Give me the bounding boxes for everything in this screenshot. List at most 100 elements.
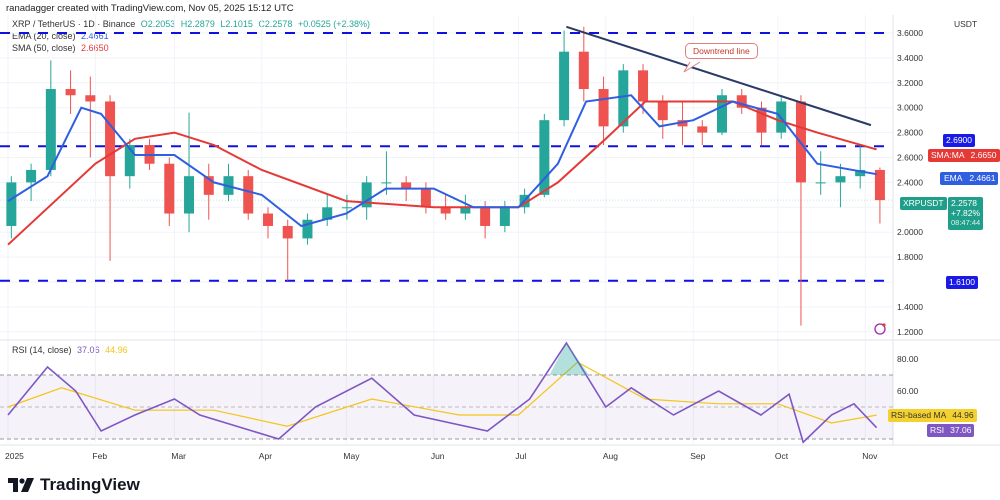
alert-dot-icon [882, 323, 886, 327]
candle-body [499, 207, 510, 226]
time-tick-label: Apr [259, 451, 272, 461]
price-tick-label: 2.8000 [897, 128, 923, 138]
symbol-legend: XRP / TetherUS · 1D · Binance O2.2053 H2… [12, 19, 373, 29]
candle-body [164, 163, 175, 214]
tradingview-logo-icon [8, 478, 34, 492]
price-tick-label: 1.2000 [897, 327, 923, 337]
alert-icon [874, 323, 886, 335]
rsi-ma-tag-name: RSI-based MA [891, 410, 947, 420]
candle-body [855, 169, 866, 177]
ema-legend-label: EMA (20, close) [12, 31, 76, 41]
tradingview-logo[interactable]: TradingView [8, 475, 140, 495]
support-price-tag: 1.6100 [946, 276, 978, 289]
candle-body [717, 95, 727, 133]
price-tick-label: 2.6000 [897, 153, 923, 163]
ema-legend-value: 2.4661 [81, 31, 109, 41]
candle-body [440, 207, 451, 214]
rsi-ma-tag-value: 44.96 [952, 410, 974, 420]
currency-label: USDT [954, 19, 978, 29]
candle-body [203, 176, 214, 195]
candle-body [756, 107, 767, 133]
rsi-tag-value: 37.06 [950, 425, 972, 435]
rsi-ma-tag: RSI-based MA 44.96 [888, 409, 977, 422]
candle-body [539, 120, 550, 195]
rsi-legend-value: 37.06 [77, 345, 100, 355]
candle-body [85, 95, 96, 102]
candle-body [815, 182, 826, 184]
price-tick-label: 2.0000 [897, 227, 923, 237]
candle-body [6, 182, 17, 226]
time-tick-label: Feb [92, 451, 107, 461]
ema-tag-value: 2.4661 [969, 173, 996, 183]
candle-body [105, 101, 116, 177]
open-value: O2.2053 [140, 19, 176, 29]
price-tick-label: 3.0000 [897, 103, 923, 113]
rsi-legend[interactable]: RSI (14, close) 37.06 44.96 [12, 345, 131, 355]
chart-credit: ranadagger created with TradingView.com,… [6, 3, 294, 14]
ema-legend[interactable]: EMA (20, close) 2.4661 [12, 31, 112, 41]
candle-body [460, 207, 471, 214]
candle-body [361, 182, 372, 208]
close-value: C2.2578 [258, 19, 293, 29]
rsi-line [7, 341, 878, 444]
price-tick-label: 3.4000 [897, 53, 923, 63]
sma-tag-value: 2.6650 [970, 150, 997, 160]
last-price: 2.2578 [951, 198, 977, 208]
ema-tag-name: EMA [944, 173, 963, 183]
time-tick-label: Aug [603, 451, 618, 461]
resistance-price-tag: 2.6900 [943, 134, 975, 147]
high-value: H2.2879 [180, 19, 215, 29]
rsi-ma-legend-value: 44.96 [105, 345, 128, 355]
downtrend-annotation[interactable]: Downtrend line [685, 43, 758, 59]
sma-tag-name: SMA:MA [931, 150, 965, 160]
candle-body [302, 219, 313, 239]
rsi-overbought-fill [549, 343, 589, 375]
time-tick-label: Nov [862, 451, 878, 461]
candle-body [322, 207, 333, 220]
low-value: L2.1015 [220, 19, 253, 29]
sma-legend-value: 2.6650 [81, 43, 109, 53]
sma-price-tag: SMA:MA 2.6650 [928, 149, 1000, 162]
candle-body [420, 188, 431, 208]
price-chart[interactable]: 3.6000 3.4000 3.2000 3.0000 2.8000 2.6000 2.40… [0, 0, 1000, 470]
candle-body [381, 182, 392, 184]
candle-body [341, 207, 352, 209]
symbol-tag: XRPUSDT [900, 197, 947, 210]
annotation-pointer [683, 61, 701, 73]
time-tick-label: Jun [431, 451, 445, 461]
sma-legend[interactable]: SMA (50, close) 2.6650 [12, 43, 112, 53]
price-tick-label: 3.6000 [897, 28, 923, 38]
price-tick-label: 1.8000 [897, 252, 923, 262]
rsi-tick-label: 80.00 [897, 354, 919, 364]
ema-20-line [7, 94, 877, 228]
time-tick-label: Jul [515, 451, 526, 461]
downtrend-line [566, 25, 872, 127]
last-change: +7.82% [951, 208, 981, 218]
rsi-legend-label: RSI (14, close) [12, 345, 72, 355]
price-tick-label: 2.4000 [897, 177, 923, 187]
candle-body [618, 70, 629, 127]
candle-body [282, 225, 293, 239]
time-tick-label: Mar [171, 451, 186, 461]
time-tick-label: Sep [690, 451, 705, 461]
candle-body [65, 89, 76, 96]
candle-body [243, 176, 254, 214]
sma-legend-label: SMA (50, close) [12, 43, 76, 53]
candle-body [835, 176, 846, 183]
change-value: +0.0525 (+2.38%) [297, 19, 371, 29]
candle-body [480, 207, 491, 226]
candle-body [559, 51, 570, 121]
candle-body [45, 89, 56, 170]
candle-body [578, 51, 589, 90]
candle-body [657, 101, 668, 121]
price-tick-label: 3.2000 [897, 78, 923, 88]
rsi-tag: RSI 37.06 [927, 424, 975, 437]
rsi-tag-name: RSI [930, 425, 945, 435]
candle-body [598, 89, 609, 127]
candle-body [638, 70, 649, 102]
sma-50-line [7, 100, 877, 246]
last-price-tag: 2.2578 +7.82% 08:47:44 [948, 197, 984, 230]
candle-body [736, 95, 747, 108]
time-tick-label: Oct [775, 451, 789, 461]
candle-body [874, 169, 885, 201]
